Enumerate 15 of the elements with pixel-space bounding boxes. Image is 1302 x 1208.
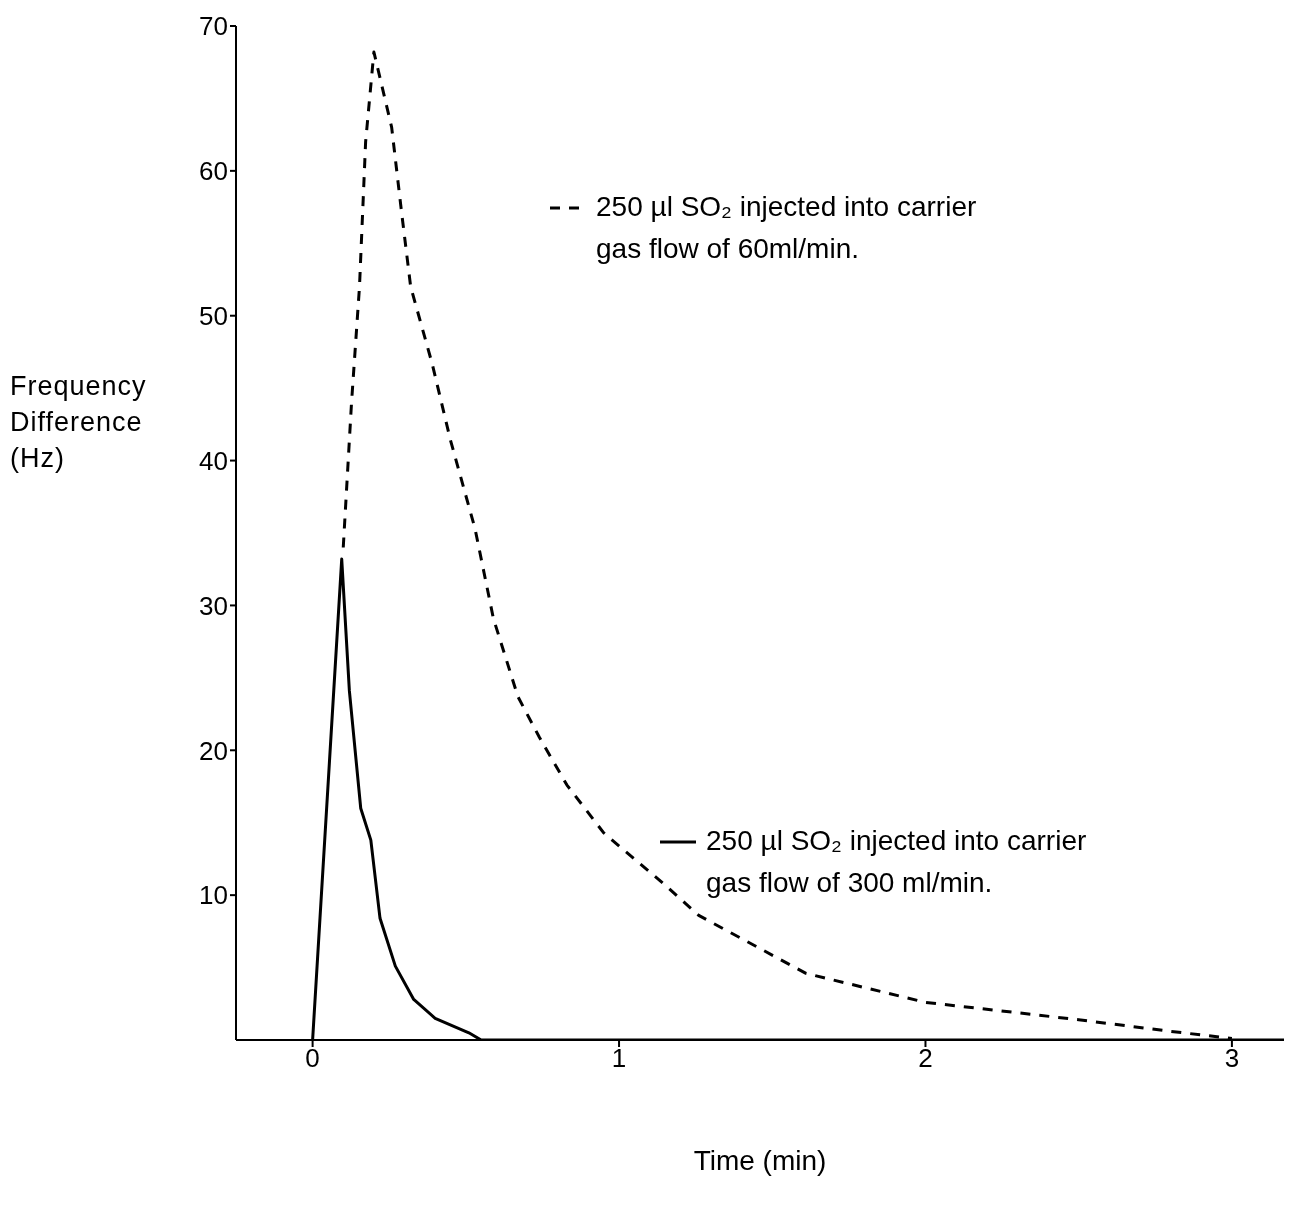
y-tick-label: 20 bbox=[199, 735, 228, 766]
y-tick-label: 30 bbox=[199, 590, 228, 621]
x-tick-label: 0 bbox=[305, 1043, 320, 1074]
y-tick-label: 60 bbox=[199, 156, 228, 187]
y-tick-label: 40 bbox=[199, 445, 228, 476]
legend-label: 250 µl SO₂ injected into carrier gas flow of 300 ml/min. bbox=[706, 824, 1088, 900]
x-tick-label: 3 bbox=[1224, 1043, 1240, 1074]
y-tick-label: 70 bbox=[199, 11, 228, 42]
x-axis-title: Time (min) bbox=[693, 1145, 827, 1176]
legend-label: 250 µl SO₂ injected into carrier gas flow of 60ml/min. bbox=[596, 190, 978, 266]
y-axis-title: Frequency Difference (Hz) bbox=[10, 370, 148, 475]
y-tick-label: 10 bbox=[199, 880, 228, 911]
x-tick-label: 1 bbox=[611, 1043, 627, 1074]
y-tick-label: 50 bbox=[199, 300, 228, 331]
x-tick-label: 2 bbox=[918, 1043, 933, 1074]
